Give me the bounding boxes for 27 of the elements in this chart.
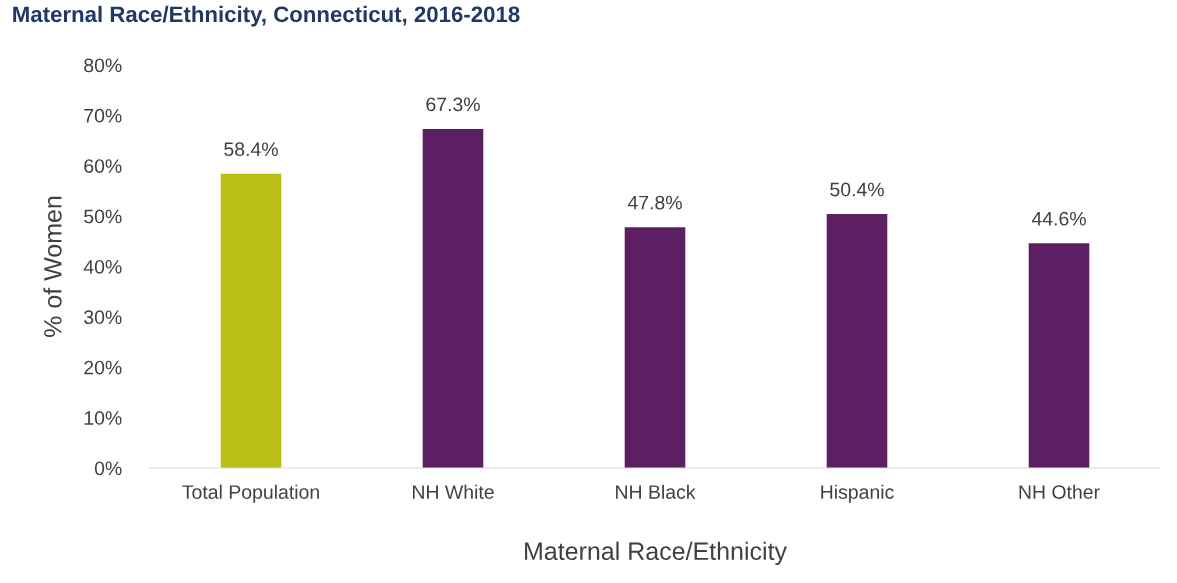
y-tick-label: 30% [84,310,122,325]
y-tick-label: 50% [84,209,122,224]
x-tick-label: NH Other [1019,484,1100,499]
y-tick-label: 40% [83,259,122,274]
data-label: 50.4% [830,182,884,197]
bar [422,128,484,468]
x-tick-label: Total Population [182,484,319,503]
y-axis-title: % of Women [43,196,62,337]
data-label: 58.4% [224,142,278,157]
data-label: 44.6% [1031,211,1086,226]
chart-title: Maternal Race/Ethnicity, Connecticut, 2016-2018 [13,5,520,27]
x-axis-title: Maternal Race/Ethnicity [525,541,787,565]
x-tick-label: NH Black [616,484,696,499]
x-tick-label: Hispanic [821,484,894,503]
y-tick-label: 80% [84,58,122,73]
bar [826,214,888,468]
x-tick-label: NH White [413,484,494,499]
y-tick-label: 10% [84,411,122,425]
data-label: 47.8% [627,195,682,210]
y-tick-label: 0% [94,461,122,476]
bar [1028,243,1090,468]
bar [624,227,686,468]
y-tick-label: 20% [84,360,122,375]
data-label: 67.3% [426,97,480,112]
y-tick-label: 70% [84,108,122,123]
bar [220,173,282,468]
y-tick-label: 60% [84,159,122,173]
